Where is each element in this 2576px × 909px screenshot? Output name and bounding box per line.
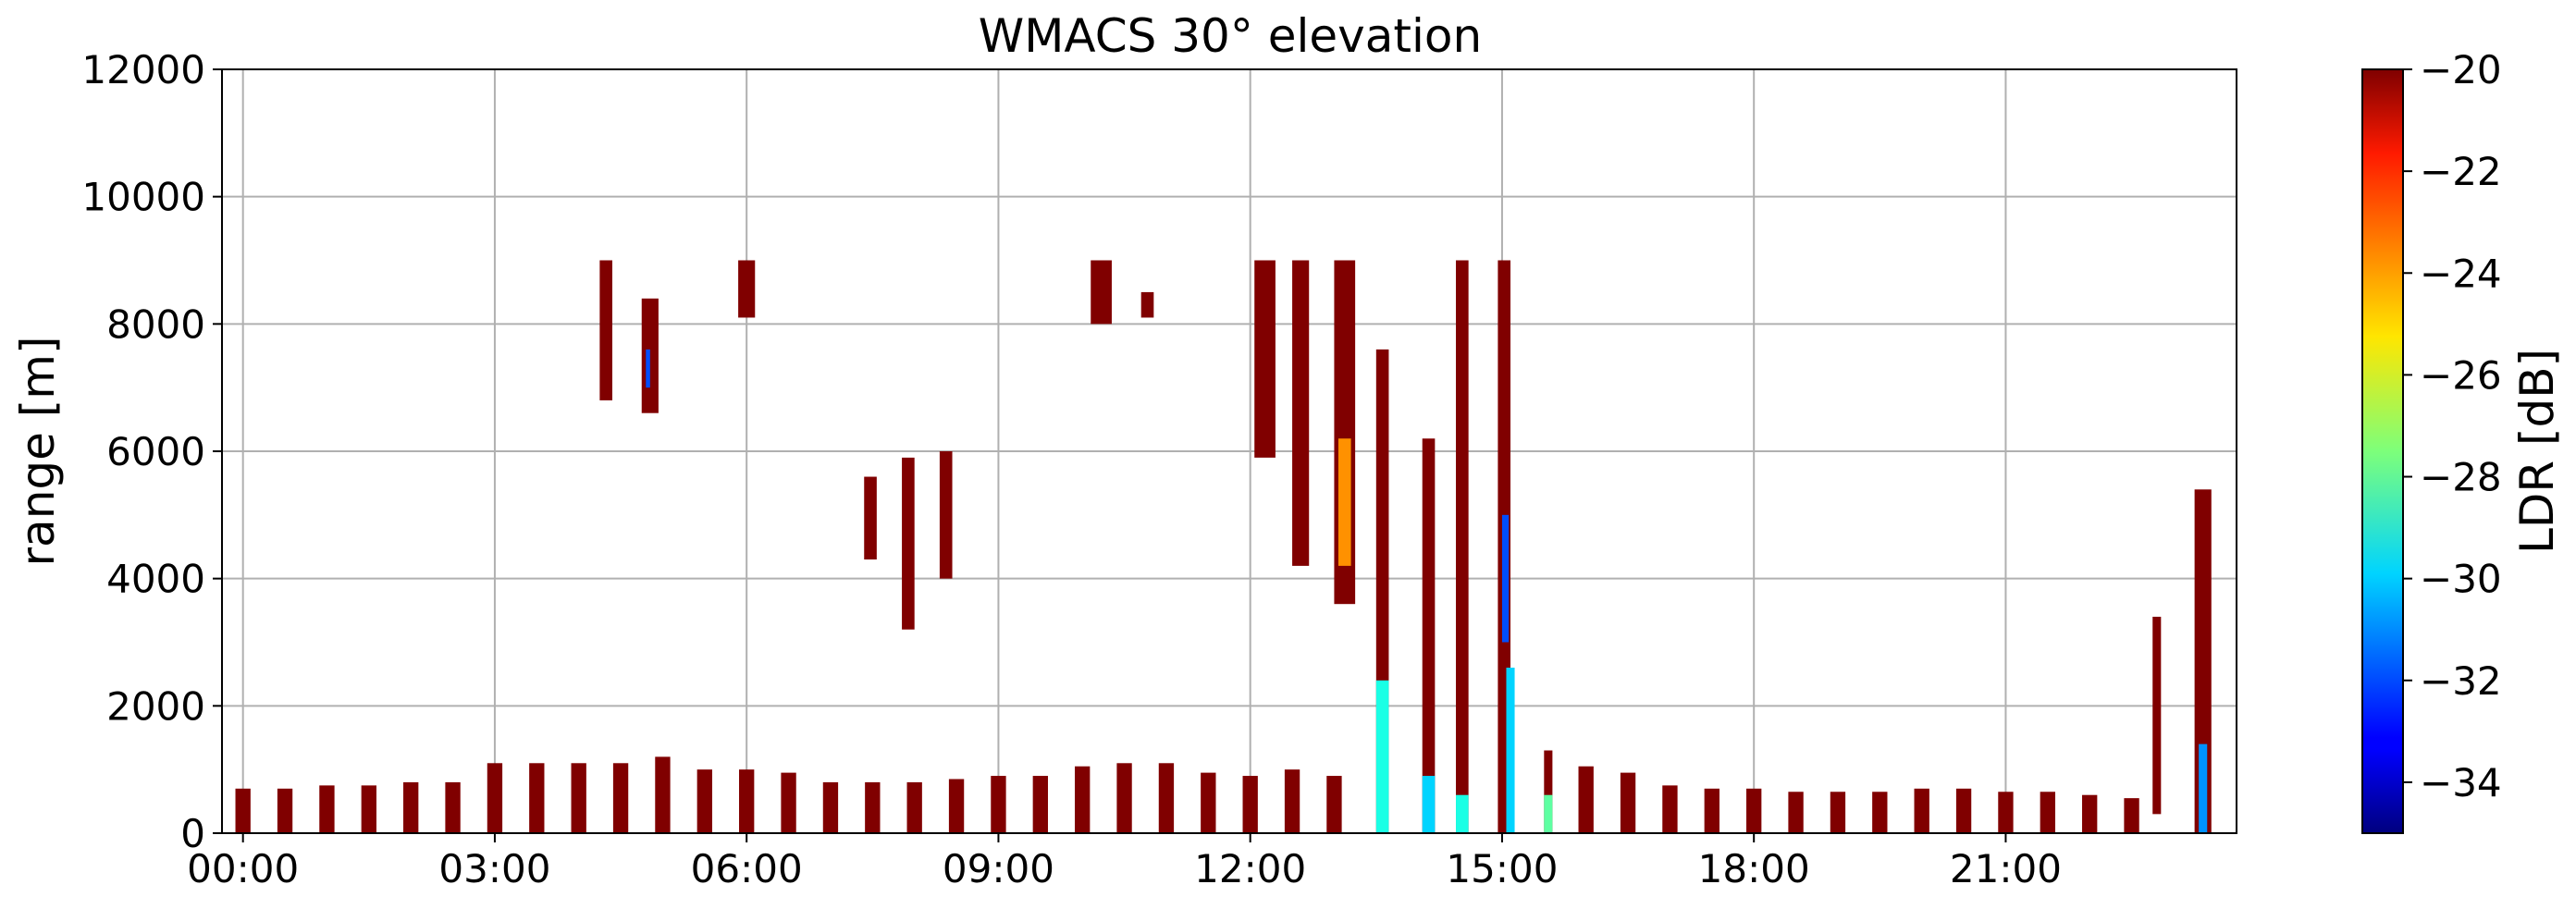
x-axis: 00:00 03:00 06:00 09:00 12:00 15:00 18:00 21:00 [187,833,2062,891]
ldr-stripe [948,779,965,833]
ldr-cloud-feature [1544,794,1553,833]
colorbar-tick-label: −24 [2420,251,2502,296]
ldr-stripe [1201,772,1216,833]
ldr-cloud-feature [1422,776,1436,833]
y-tick-label: 6000 [106,429,205,474]
ldr-stripe [1620,772,1636,833]
ldr-stripe [361,785,376,833]
x-tick-label: 06:00 [691,846,803,891]
ldr-stripe [1326,776,1342,833]
y-axis: 0 2000 4000 6000 8000 10000 12000 [81,47,222,856]
ldr-cloud-feature [1140,291,1154,318]
ldr-stripe [1075,766,1091,833]
ldr-stripe [529,763,545,833]
ldr-stripe [906,781,922,833]
ldr-cloud-feature [902,457,915,630]
x-tick-label: 12:00 [1194,846,1306,891]
data-marks [235,260,2212,833]
ldr-stripe [1242,776,1258,833]
colorbar-label: LDR [dB] [2510,349,2564,554]
ldr-stripe [1578,766,1594,833]
ldr-stripe [2040,792,2055,833]
colorbar [2361,68,2404,834]
ldr-cloud-feature [864,476,877,560]
y-tick-label: 0 [180,811,205,856]
ldr-stripe [1830,792,1846,833]
x-tick-label: 21:00 [1950,846,2062,891]
ldr-stripe [696,769,712,833]
ldr-stripe [1662,785,1678,833]
ldr-stripe [612,763,629,833]
ldr-stripe [781,772,796,833]
ldr-cloud-feature [1506,668,1515,833]
ldr-cloud-feature [1544,750,1553,833]
ldr-cloud-feature [641,298,659,413]
colorbar-tick-label: −32 [2420,658,2502,704]
ldr-stripe [2124,798,2139,833]
y-tick-label: 4000 [106,557,205,602]
ldr-stripe [655,756,671,833]
y-axis-label: range [m] [11,337,65,567]
ldr-cloud-feature [1091,260,1112,325]
ldr-cloud-feature [939,451,953,579]
ldr-cloud-feature [1337,438,1351,566]
y-tick-label: 12000 [81,47,205,92]
ldr-stripe [1872,792,1888,833]
ldr-cloud-feature [646,349,650,388]
colorbar-tick-label: −34 [2420,760,2502,805]
colorbar-tick-label: −20 [2420,47,2502,92]
ldr-stripe [1704,788,1719,833]
y-tick-label: 8000 [106,301,205,347]
ldr-stripe [991,776,1006,833]
ldr-stripe [277,788,293,833]
ldr-cloud-feature [1422,438,1436,833]
ldr-stripe [1955,788,1972,833]
ldr-stripe [1284,769,1300,833]
ldr-stripe [1914,788,1929,833]
colorbar-tick-label: −28 [2420,455,2502,500]
chart-title: WMACS 30° elevation [979,9,1482,63]
ldr-stripe [319,785,335,833]
ldr-stripe [822,781,839,833]
ldr-stripe [1746,788,1762,833]
ldr-cloud-feature [1456,794,1469,833]
colorbar-tick-label: −26 [2420,352,2502,398]
colorbar-tick-label: −22 [2420,149,2502,194]
ldr-cloud-feature [2152,616,2162,815]
ldr-stripe [403,781,419,833]
ldr-cloud-feature [1254,260,1276,458]
ldr-stripe [1788,792,1804,833]
ldr-stripe [1116,763,1132,833]
y-tick-label: 2000 [106,683,205,729]
x-tick-label: 15:00 [1446,846,1558,891]
ldr-cloud-feature [738,260,756,318]
x-tick-label: 03:00 [438,846,550,891]
y-tick-label: 10000 [81,175,205,220]
ldr-cloud-feature [599,260,612,400]
x-tick-label: 00:00 [187,846,299,891]
ldr-stripe [1032,776,1048,833]
ldr-stripe [2082,794,2098,833]
ldr-stripe [1998,792,2014,833]
ldr-stripe [445,781,461,833]
ldr-stripe [487,763,503,833]
ldr-stripe [571,763,586,833]
ldr-stripe [235,788,251,833]
colorbar-axis: −20 −22 −24 −26 −28 −30 −32 −34 [2403,47,2502,805]
ldr-stripe [1158,763,1175,833]
ldr-cloud-feature [1501,514,1510,643]
ldr-stripe [865,781,881,833]
ldr-cloud-feature [1456,260,1469,833]
x-tick-label: 18:00 [1698,846,1810,891]
ldr-cloud-feature [1292,260,1310,566]
ldr-stripe [739,769,755,833]
ldr-cloud-feature [2199,743,2208,833]
x-tick-label: 09:00 [943,846,1054,891]
grid [222,68,2237,834]
ldr-cloud-feature [1375,680,1389,833]
colorbar-tick-label: −30 [2420,557,2502,602]
